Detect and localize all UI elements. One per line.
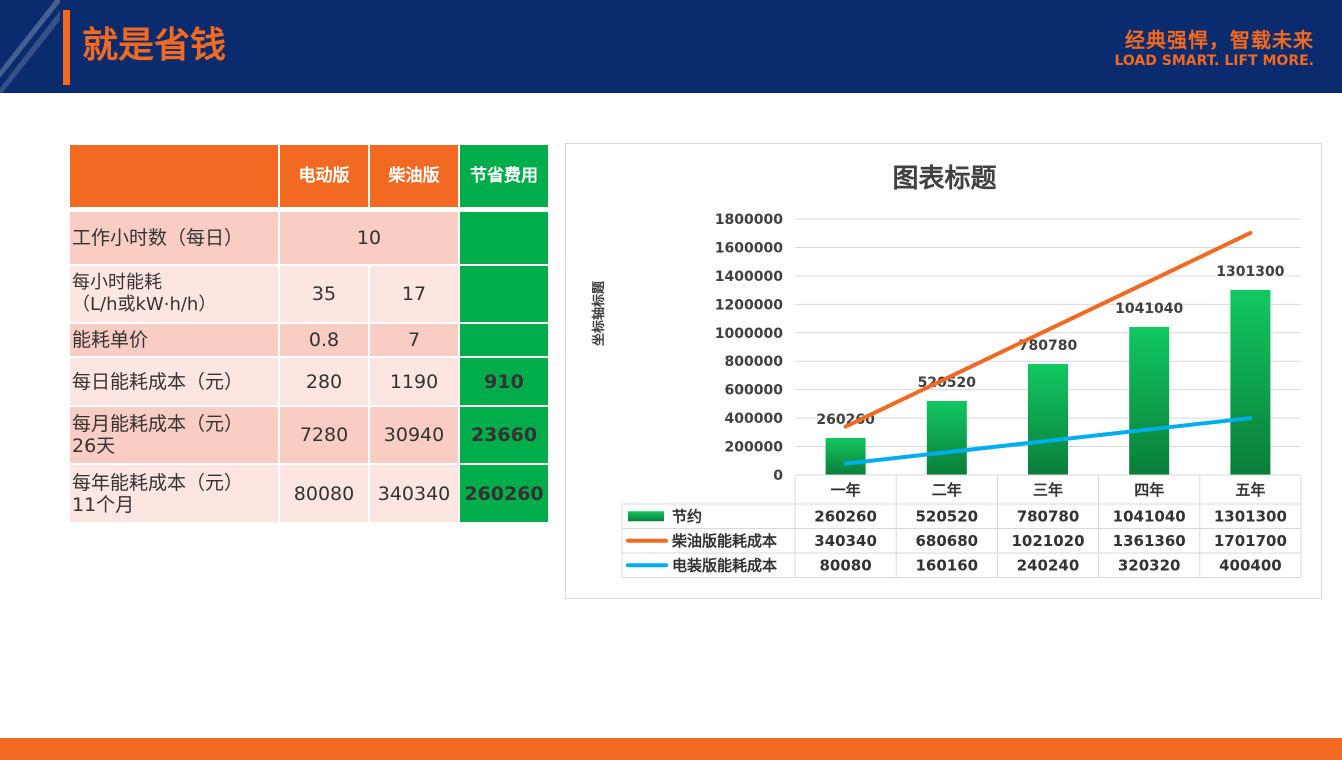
slogan-chinese: 经典强悍，智载未来 (1125, 28, 1314, 52)
table-row-label: 每小时能耗 （L/h或kW·h/h） (70, 266, 278, 322)
table-header-electric: 电动版 (280, 145, 368, 207)
table-cell-diesel: 7 (370, 324, 458, 356)
table-cell-electric: 7280 (280, 407, 368, 463)
table-cell-saving: 910 (460, 358, 548, 405)
y-axis-title: 坐标轴标题 (592, 280, 607, 346)
table-row-label: 每月能耗成本（元） 26天 (70, 407, 278, 463)
page-title: 就是省钱 (82, 25, 227, 66)
table-header-saving: 节省费用 (460, 145, 548, 207)
header-stripe-decoration (0, 0, 60, 93)
table-cell-saving: 23660 (460, 407, 548, 463)
table-cell-electric: 280 (280, 358, 368, 405)
table-row-label: 能耗单价 (70, 324, 278, 356)
table-cell-saving (460, 324, 548, 356)
table-header-blank (70, 145, 278, 207)
table-cell-electric: 80080 (280, 465, 368, 522)
chart-title: 图表标题 (892, 164, 997, 194)
table-cell-saving (460, 266, 548, 322)
header-bar: 就是省钱 经典强悍，智载未来 LOAD SMART. LIFT MORE. (0, 0, 1342, 93)
table-row-label: 工作小时数（每日） (70, 212, 278, 264)
table-row-label: 每日能耗成本（元） (70, 358, 278, 405)
table-cell-saving (460, 212, 548, 264)
table-cell-diesel: 1190 (370, 358, 458, 405)
table-cell-electric: 35 (280, 266, 368, 322)
footer-bar (0, 738, 1342, 760)
title-accent-bar (63, 10, 70, 85)
table-cell-saving: 260260 (460, 465, 548, 522)
chart-container: 图表标题 (565, 143, 1322, 599)
table-header-diesel: 柴油版 (370, 145, 458, 207)
table-cell-hours: 10 (280, 212, 458, 264)
table-row-label: 每年能耗成本（元） 11个月 (70, 465, 278, 522)
table-cell-diesel: 340340 (370, 465, 458, 522)
table-cell-diesel: 30940 (370, 407, 458, 463)
table-cell-electric: 0.8 (280, 324, 368, 356)
table-cell-diesel: 17 (370, 266, 458, 322)
slogan-english: LOAD SMART. LIFT MORE. (1114, 53, 1314, 69)
